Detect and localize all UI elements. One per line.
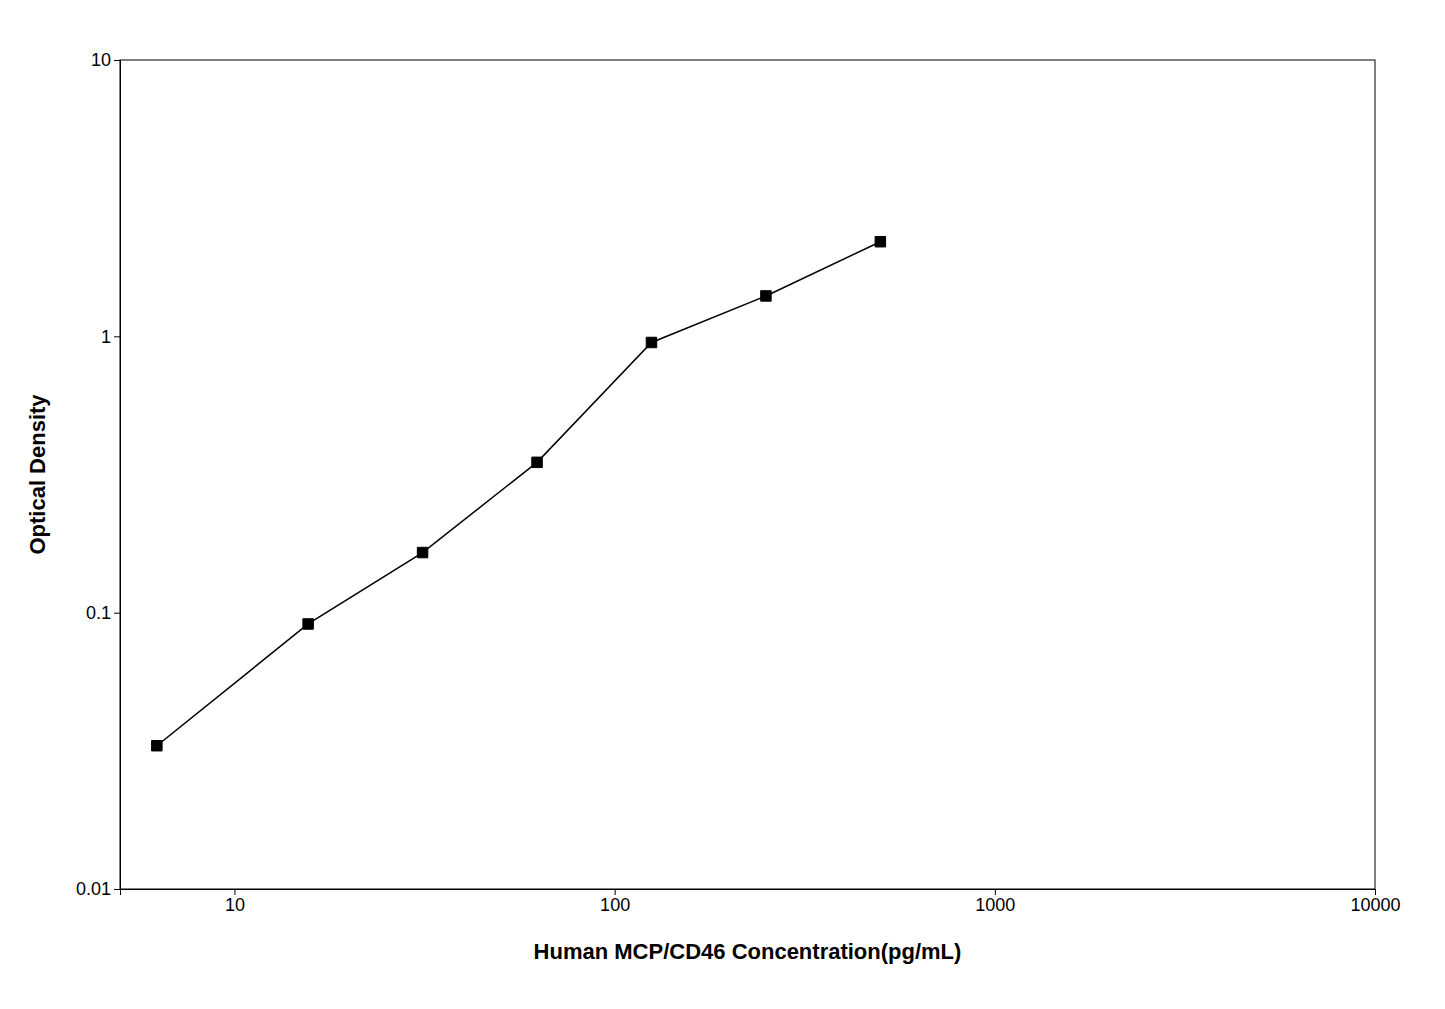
point <box>761 291 771 301</box>
tick: 0.1 <box>86 603 120 623</box>
tick-label: 1 <box>101 327 111 347</box>
x-axis: 10 100 1000 10000 <box>121 889 1401 915</box>
tick-label: 0.1 <box>86 603 111 623</box>
tick-label: 10000 <box>1350 895 1400 915</box>
chart: 10 100 1000 10000 0.01 0.1 1 10 Human MCP/CD46 C… <box>0 0 1445 1009</box>
tick-label: 1000 <box>975 895 1015 915</box>
plot-area: 10 100 1000 10000 0.01 0.1 1 10 <box>76 50 1401 915</box>
point <box>417 547 427 557</box>
tick: 100 <box>600 889 630 915</box>
point <box>875 236 885 246</box>
tick-mark <box>114 889 120 890</box>
tick-mark <box>114 613 120 614</box>
tick-mark <box>114 336 120 337</box>
y-axis-title: Optical Density <box>25 394 50 555</box>
tick: 10 <box>225 889 245 915</box>
marks <box>152 236 886 750</box>
tick: 10 <box>91 50 120 70</box>
line <box>157 242 881 746</box>
point <box>532 457 542 467</box>
axis-line <box>114 61 121 890</box>
y-axis: 0.01 0.1 1 10 <box>76 50 121 899</box>
tick: 1000 <box>975 889 1015 915</box>
axis-line <box>121 890 1376 896</box>
x-axis-title: Human MCP/CD46 Concentration(pg/mL) <box>534 939 962 964</box>
tick-label: 10 <box>91 50 111 70</box>
tick-label: 100 <box>600 895 630 915</box>
tick: 1 <box>101 327 120 347</box>
tick-label: 0.01 <box>76 879 111 899</box>
tick-label: 10 <box>225 895 245 915</box>
tick: 0.01 <box>76 879 120 899</box>
tick: 10000 <box>1350 889 1400 915</box>
plot-frame <box>120 60 1375 889</box>
tick-mark <box>114 60 120 61</box>
point <box>303 619 313 629</box>
point <box>646 337 656 347</box>
point <box>152 740 162 750</box>
